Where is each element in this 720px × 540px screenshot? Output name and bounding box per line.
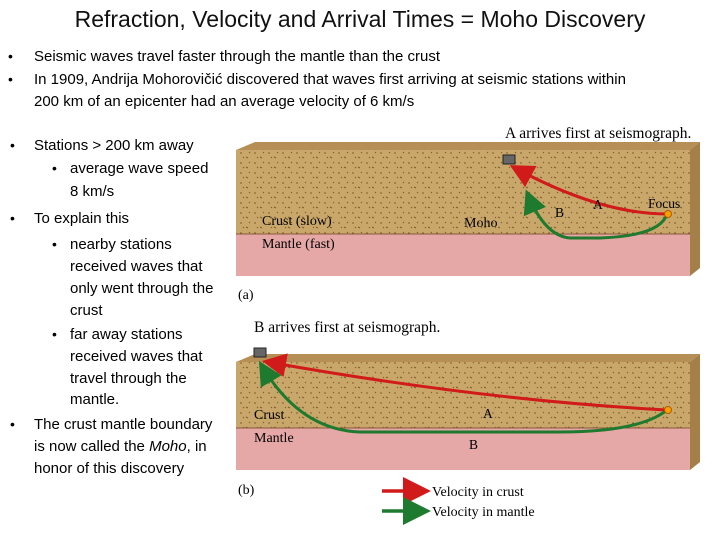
- sub-bullet-far-3: travel through the: [70, 370, 187, 387]
- diagram-a: [236, 142, 700, 276]
- label-mantle: Mantle: [254, 431, 294, 446]
- bullet-mohorovicic-1: In 1909, Andrija Mohorovičić discovered …: [34, 71, 626, 88]
- block-side-a: [690, 142, 700, 276]
- focus-icon: [664, 210, 672, 218]
- sub-bullet-nearby-2: received waves that: [70, 258, 203, 275]
- legend: [382, 477, 431, 525]
- label-crust: Crust: [254, 408, 284, 423]
- bullet-moho-3: honor of this discovery: [34, 460, 185, 477]
- crust-layer-b: [236, 362, 690, 428]
- label-ray-a-b: A: [483, 406, 493, 421]
- bullet-moho-2: is now called the Moho, in: [34, 438, 207, 455]
- heading-b: B arrives first at seismograph.: [254, 319, 440, 336]
- legend-mantle-label: Velocity in mantle: [432, 505, 535, 520]
- sub-bullet-nearby-3: only went through the: [70, 280, 214, 297]
- bullet-explain: To explain this: [34, 210, 130, 227]
- mantle-layer-b: [236, 428, 690, 470]
- crust-layer-a: [236, 150, 690, 234]
- bullet-dot: •: [52, 236, 57, 252]
- sub-bullet-nearby-1: nearby stations: [70, 236, 172, 253]
- bullet-moho-1: The crust mantle boundary: [34, 416, 213, 433]
- sub-bullet-speed-1: average wave speed: [70, 160, 209, 177]
- mantle-layer-a: [236, 234, 690, 276]
- sub-bullet-far-4: mantle.: [70, 391, 120, 408]
- mantle-ray-b: [258, 360, 668, 434]
- bullet-dot: •: [8, 48, 13, 64]
- label-focus: Focus: [648, 196, 680, 211]
- moho-italic: Moho: [149, 438, 187, 455]
- diagram-b: [236, 347, 700, 470]
- label-ray-b-b: B: [469, 437, 478, 452]
- label-ray-a: A: [593, 197, 603, 212]
- bullet-mantle-faster: Seismic waves travel faster through the …: [34, 48, 441, 65]
- slide-title: Refraction, Velocity and Arrival Times =…: [74, 6, 646, 32]
- sub-bullet-nearby-4: crust: [70, 302, 103, 319]
- sub-bullet-far-1: far away stations: [70, 326, 183, 343]
- bullet-mohorovicic-2: 200 km of an epicenter had an average ve…: [34, 93, 415, 110]
- mantle-ray-a: [523, 189, 669, 240]
- heading-a: A arrives first at seismograph.: [505, 125, 691, 142]
- label-mantle-fast: Mantle (fast): [262, 237, 335, 252]
- focus-icon: [664, 406, 672, 414]
- crust-top-face-b: [236, 354, 700, 362]
- crust-ray-b: [262, 353, 668, 412]
- label-moho: Moho: [464, 216, 497, 231]
- sub-bullet-speed-2: 8 km/s: [70, 183, 115, 200]
- block-side-b: [690, 354, 700, 470]
- moho-text-b: , in: [186, 438, 207, 455]
- caption-a: (a): [238, 288, 254, 303]
- sub-bullet-far-2: received waves that: [70, 348, 203, 365]
- label-crust-slow: Crust (slow): [262, 214, 332, 229]
- bullet-stations: Stations > 200 km away: [34, 137, 194, 154]
- caption-b: (b): [238, 483, 255, 498]
- bullet-dot: •: [10, 210, 15, 226]
- bullet-dot: •: [10, 416, 15, 432]
- crust-top-face-a: [236, 142, 700, 150]
- seismograph-icon: [253, 347, 267, 358]
- label-ray-b: B: [555, 205, 564, 220]
- bullet-dot: •: [52, 160, 57, 176]
- crust-ray-a: [509, 165, 668, 216]
- bullet-dot: •: [52, 326, 57, 342]
- legend-crust-label: Velocity in crust: [432, 485, 524, 500]
- moho-text-a: is now called the: [34, 438, 145, 455]
- bullet-dot: •: [8, 71, 13, 87]
- seismograph-icon: [502, 154, 516, 165]
- bullet-dot: •: [10, 137, 15, 153]
